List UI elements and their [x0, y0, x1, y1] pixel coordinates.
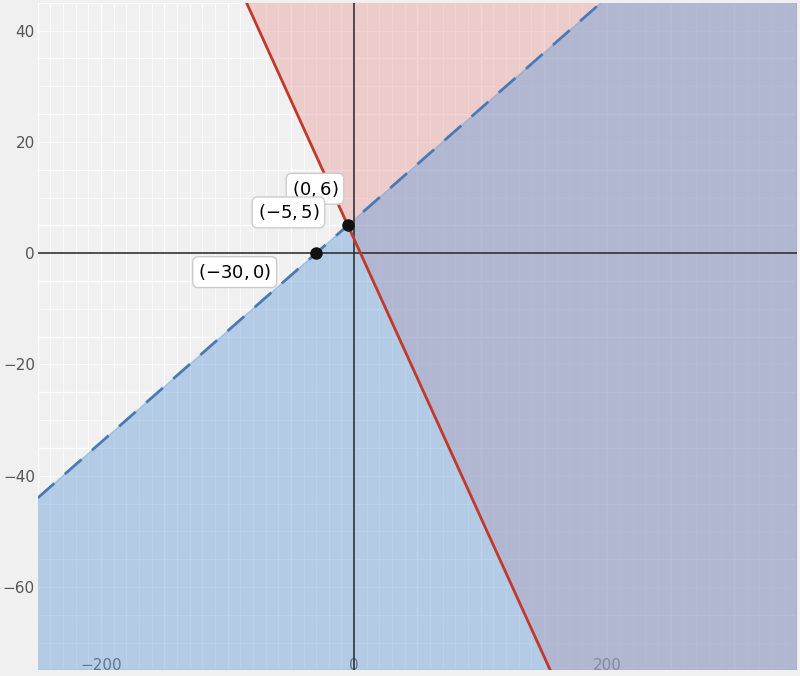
Text: $(0, 6)$: $(0, 6)$: [292, 178, 338, 199]
Text: $(-5, 5)$: $(-5, 5)$: [258, 202, 319, 222]
Text: $(-30, 0)$: $(-30, 0)$: [198, 262, 271, 282]
